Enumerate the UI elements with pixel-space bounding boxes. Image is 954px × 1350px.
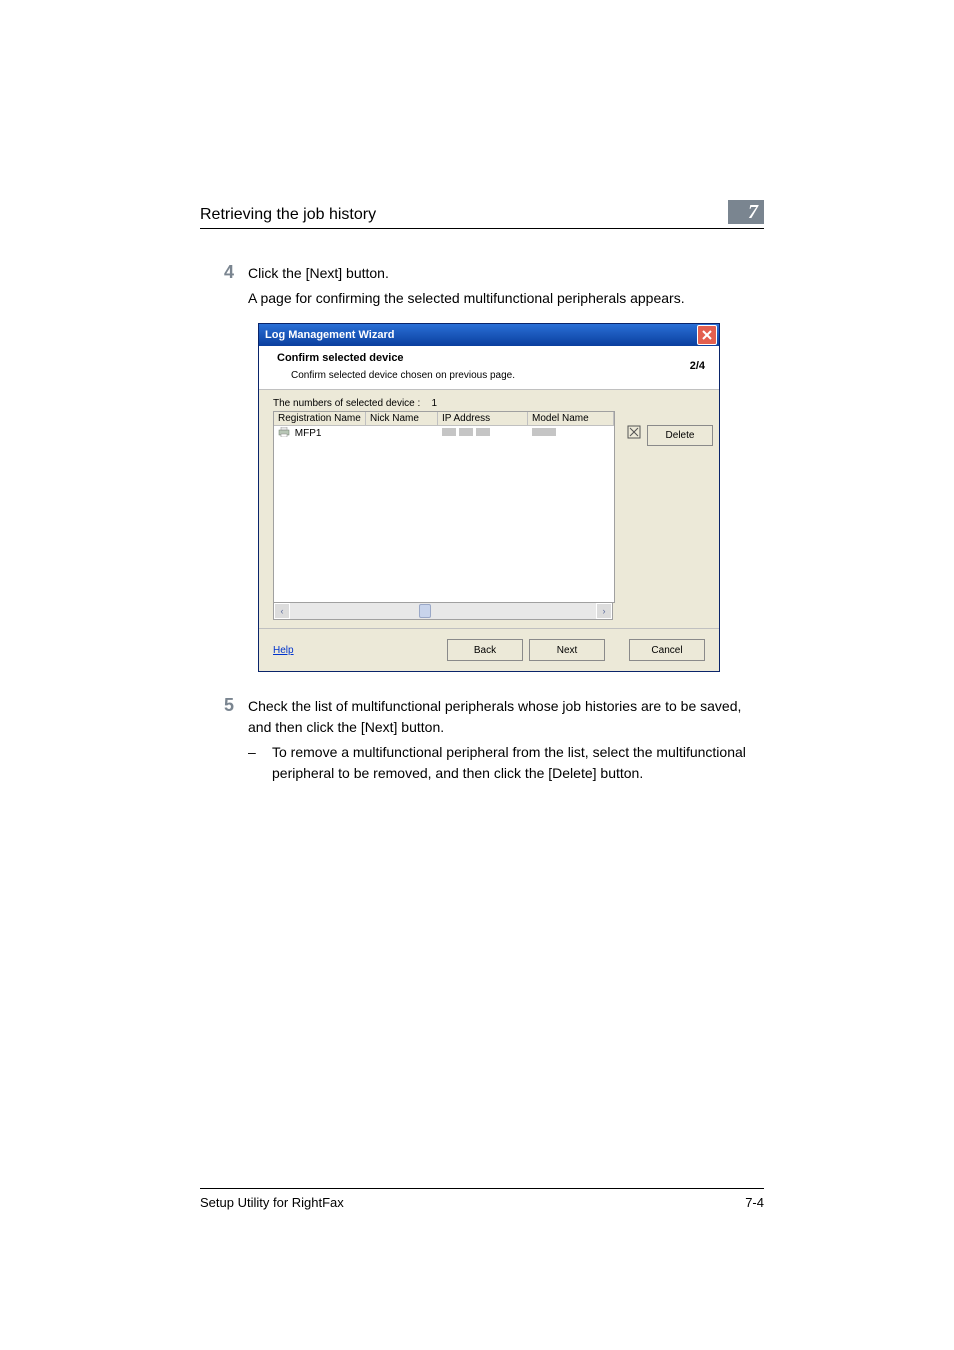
step-5-text: Check the list of multifunctional periph… <box>248 696 764 738</box>
table-header: Registration Name Nick Name IP Address M… <box>274 412 614 426</box>
step-4: 4 Click the [Next] button. A page for co… <box>200 263 764 313</box>
scroll-left-arrow[interactable]: ‹ <box>274 603 290 619</box>
step-4-text-2: A page for confirming the selected multi… <box>248 288 764 309</box>
chapter-number-box: 7 <box>728 200 764 224</box>
wizard-progress: 2/4 <box>690 360 705 372</box>
wizard-header-panel: Confirm selected device Confirm selected… <box>259 346 719 390</box>
page-header: Retrieving the job history 7 <box>200 200 764 229</box>
step-5-number: 5 <box>200 696 248 784</box>
table-body[interactable]: MFP1 <box>274 426 614 602</box>
horizontal-scrollbar[interactable]: ‹ › <box>273 603 613 620</box>
close-button[interactable] <box>697 325 717 345</box>
col-registration-name[interactable]: Registration Name <box>274 412 366 425</box>
step-5: 5 Check the list of multifunctional peri… <box>200 696 764 784</box>
cell-reg-value: MFP1 <box>295 428 322 439</box>
footer-left: Setup Utility for RightFax <box>200 1195 344 1210</box>
wizard-subtext: Confirm selected device chosen on previo… <box>291 370 709 381</box>
next-button[interactable]: Next <box>529 639 605 661</box>
step-5-bullet-text: To remove a multifunctional peripheral f… <box>272 742 764 784</box>
scroll-track[interactable] <box>290 603 596 619</box>
step-4-number: 4 <box>200 263 248 313</box>
log-management-wizard-dialog: Log Management Wizard Confirm selected d… <box>258 323 720 672</box>
selected-count-label: The numbers of selected device : <box>273 398 420 409</box>
selected-count-value: 1 <box>431 398 437 409</box>
table-row[interactable]: MFP1 <box>274 426 614 441</box>
delete-icon <box>627 425 641 442</box>
scroll-right-arrow[interactable]: › <box>596 603 612 619</box>
cancel-button[interactable]: Cancel <box>629 639 705 661</box>
step-4-text-1: Click the [Next] button. <box>248 263 764 284</box>
delete-button[interactable]: Delete <box>647 425 713 446</box>
selected-count-row: The numbers of selected device : 1 <box>273 398 705 409</box>
scroll-thumb[interactable] <box>419 604 431 618</box>
device-table[interactable]: Registration Name Nick Name IP Address M… <box>273 411 615 603</box>
close-icon <box>702 330 712 340</box>
wizard-title: Log Management Wizard <box>265 329 394 341</box>
chapter-number: 7 <box>748 201 758 224</box>
footer-right: 7-4 <box>745 1195 764 1210</box>
cell-ip-address <box>438 426 528 441</box>
back-button[interactable]: Back <box>447 639 523 661</box>
cell-nick-name <box>366 426 438 441</box>
cell-model-name <box>528 426 614 441</box>
step-5-sub-bullet: – To remove a multifunctional peripheral… <box>248 742 764 784</box>
wizard-titlebar[interactable]: Log Management Wizard <box>259 324 719 346</box>
printer-icon <box>278 427 290 440</box>
bullet-dash: – <box>248 742 272 784</box>
page-footer: Setup Utility for RightFax 7-4 <box>200 1188 764 1210</box>
header-title: Retrieving the job history <box>200 206 376 224</box>
cell-registration-name: MFP1 <box>274 426 366 441</box>
col-nick-name[interactable]: Nick Name <box>366 412 438 425</box>
help-link[interactable]: Help <box>273 645 294 656</box>
wizard-heading: Confirm selected device <box>277 352 709 364</box>
wizard-body: The numbers of selected device : 1 Regis… <box>259 390 719 628</box>
wizard-footer: Help Back Next Cancel <box>259 628 719 671</box>
col-ip-address[interactable]: IP Address <box>438 412 528 425</box>
col-model-name[interactable]: Model Name <box>528 412 614 425</box>
